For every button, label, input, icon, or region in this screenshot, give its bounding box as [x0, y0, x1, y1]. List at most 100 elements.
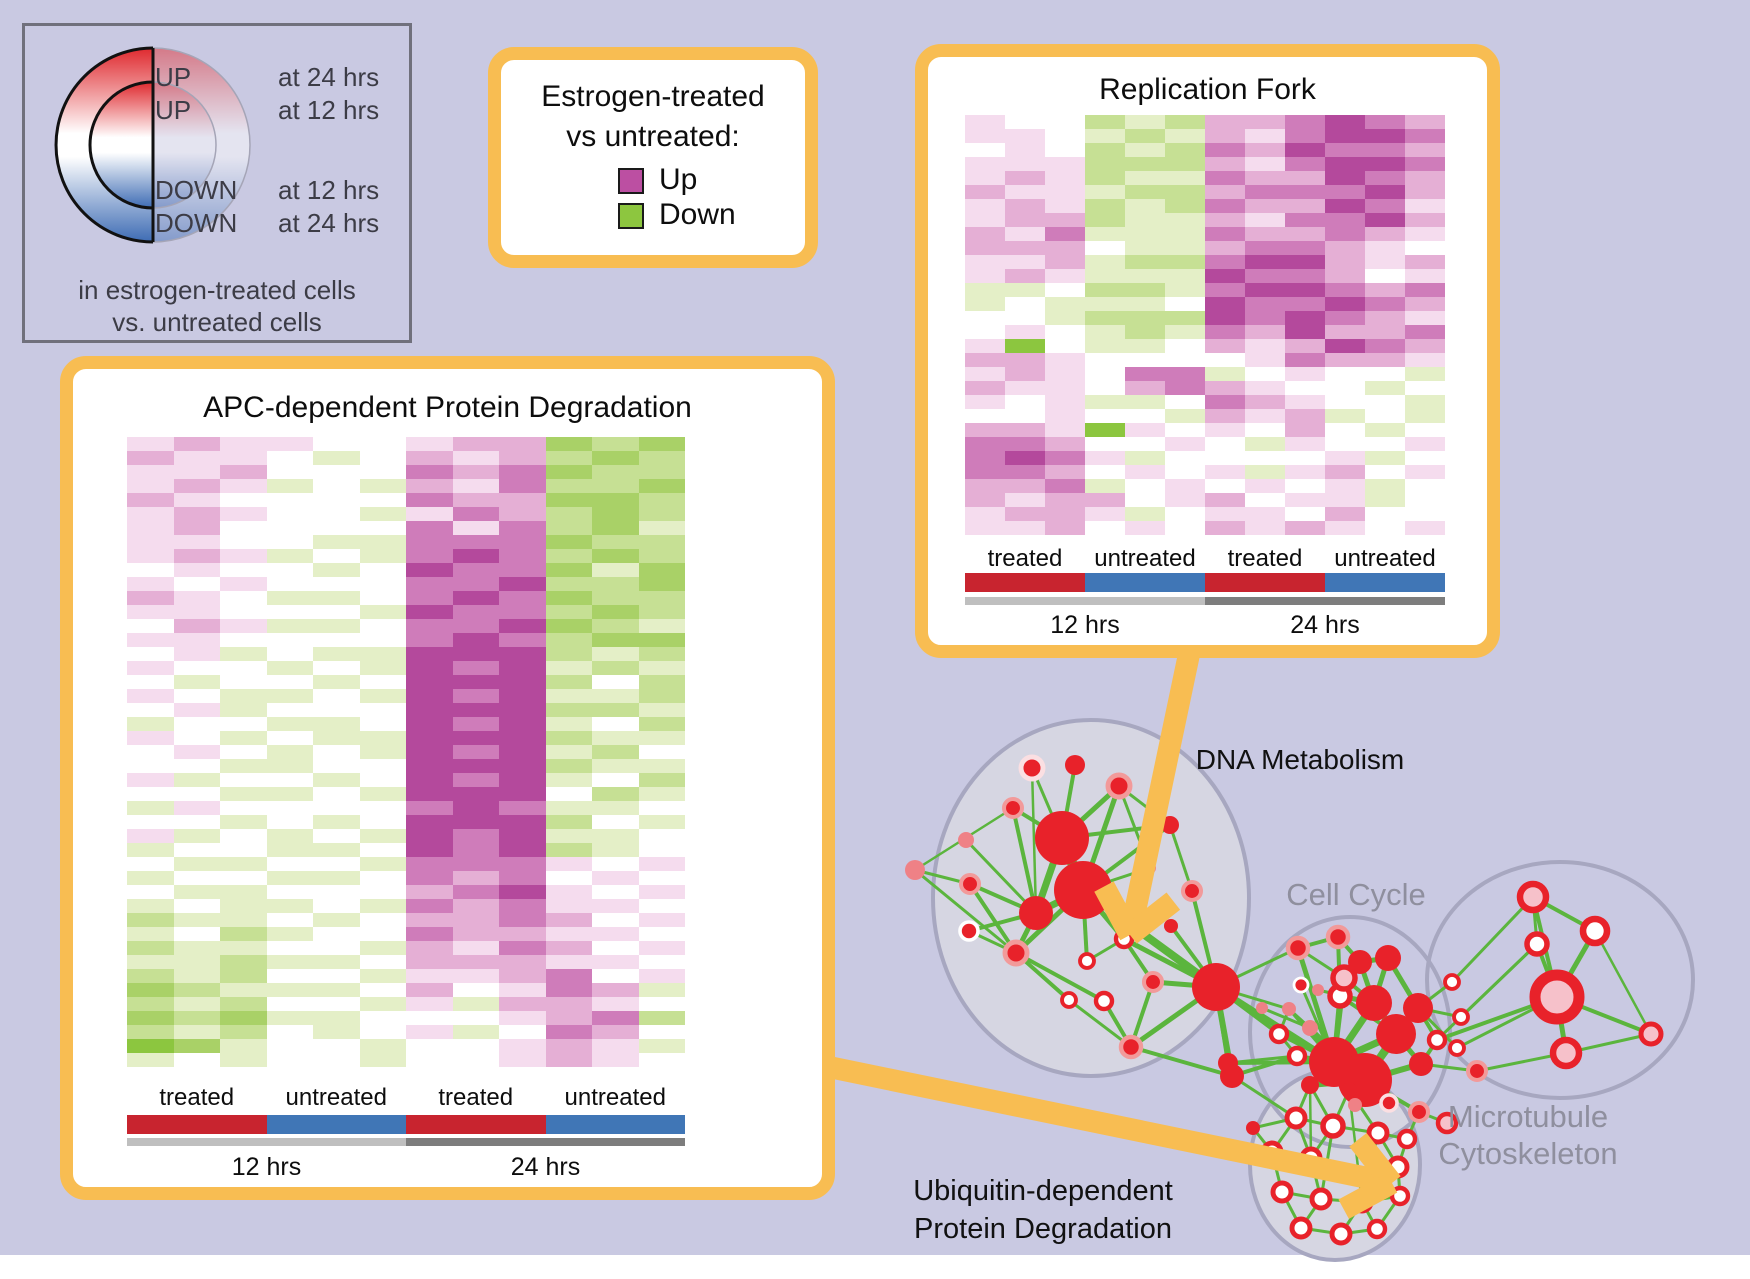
heatmap-cell [1285, 367, 1325, 381]
heatmap-cell [406, 927, 453, 941]
gene-node-d11 [1002, 939, 1030, 967]
heatmap-cell [545, 787, 592, 801]
gene-node-d21 [1118, 1034, 1144, 1060]
gene-node-d13 [1113, 928, 1135, 950]
heatmap-cell [127, 773, 174, 787]
network-edge [1214, 984, 1336, 1065]
heatmap-cell [266, 493, 313, 507]
heatmap-cell [1005, 283, 1045, 297]
heatmap-cell [266, 633, 313, 647]
heatmap-cell [545, 969, 592, 983]
panel-arrow-shaft-0 [1122, 637, 1203, 924]
heatmap-cell [173, 829, 220, 843]
heatmap-cell [406, 941, 453, 955]
heatmap-cell [1325, 493, 1365, 507]
heatmap-cell [127, 647, 174, 661]
heatmap-cell [406, 717, 453, 731]
heatmap-cell [638, 983, 685, 997]
heatmap-cell [592, 885, 639, 899]
gene-node-d18 [1060, 991, 1078, 1009]
network-edge [1057, 836, 1088, 892]
heatmap-cell [452, 815, 499, 829]
network-edge [1593, 930, 1653, 1035]
heatmap-cell [499, 941, 546, 955]
heatmap-cell [220, 493, 267, 507]
heatmap-cell [1125, 269, 1165, 283]
heatmap-cell [313, 983, 360, 997]
heatmap-cell [1325, 395, 1365, 409]
heatmap-cell [499, 675, 546, 689]
heatmap-cell [1045, 115, 1085, 129]
heatmap-cell [592, 927, 639, 941]
heatmap-cell [1245, 297, 1285, 311]
heatmap-cell [1005, 213, 1045, 227]
heatmap-cell [1285, 297, 1325, 311]
heatmap-row [965, 283, 1445, 297]
heatmap-cell [545, 437, 592, 451]
heatmap-cell [1405, 479, 1445, 493]
ubiquitin-degradation-label: Ubiquitin-dependent Protein Degradation [880, 1172, 1206, 1248]
cluster-ellipse-dna [931, 718, 1251, 1078]
heatmap-cell [592, 703, 639, 717]
heatmap-cell [1085, 185, 1125, 199]
heatmap-cell [1365, 353, 1405, 367]
heatmap-cell [499, 605, 546, 619]
up-label: Up [659, 163, 698, 196]
heatmap-cell [406, 647, 453, 661]
heatmap-cell [1085, 521, 1125, 535]
heatmap-cell [359, 815, 406, 829]
heatmap-cell [220, 703, 267, 717]
heatmap-cell [1365, 297, 1405, 311]
network-edge [1299, 984, 1336, 1063]
heatmap-cell [499, 983, 546, 997]
heatmap-cell [1165, 479, 1205, 493]
heatmap-cell [266, 801, 313, 815]
network-edge [1331, 1089, 1351, 1127]
heatmap-row [127, 829, 685, 843]
heatmap-cell [127, 563, 174, 577]
heatmap-cell [1205, 437, 1245, 451]
network-edge [1270, 1117, 1298, 1153]
heatmap-cell [1405, 241, 1445, 255]
heatmap-cell [1045, 129, 1085, 143]
heatmap-cell [1205, 395, 1245, 409]
heatmap-cell [1205, 199, 1245, 213]
heatmap-cell [592, 675, 639, 689]
network-edge [1227, 1060, 1335, 1065]
network-edge [1377, 1131, 1408, 1141]
network-edge [1295, 1116, 1334, 1128]
heatmap-cell [965, 521, 1005, 535]
gene-node-c21 [1443, 973, 1461, 991]
gene-node-u11 [1350, 1190, 1374, 1214]
heatmap-cell [359, 997, 406, 1011]
timepoint-label: 12 hrs [1050, 611, 1120, 639]
heatmap-cell [1285, 213, 1325, 227]
network-edge [1347, 1089, 1364, 1203]
network-edge [1347, 1089, 1380, 1134]
gene-node-d22 [1220, 1064, 1244, 1088]
heatmap-cell [1285, 115, 1325, 129]
network-edge [1359, 955, 1389, 965]
heatmap-cell [359, 1011, 406, 1025]
heatmap-cell [1045, 297, 1085, 311]
heatmap-cell [1005, 507, 1045, 521]
heatmap-cell [545, 479, 592, 493]
heatmap-row [965, 507, 1445, 521]
heatmap-cell [173, 703, 220, 717]
heatmap-row [127, 941, 685, 955]
updown-caption-line2: vs. untreated cells [112, 307, 322, 337]
heatmap-cell [313, 479, 360, 493]
heatmap-cell [1165, 227, 1205, 241]
apc-panel-title: APC-dependent Protein Degradation [203, 391, 692, 424]
treatment-color-bar [406, 1115, 546, 1134]
heatmap-cell [638, 493, 685, 507]
heatmap-cell [266, 689, 313, 703]
heatmap-cell [1125, 311, 1165, 325]
heatmap-cell [452, 619, 499, 633]
heatmap-cell [638, 437, 685, 451]
heatmap-cell [452, 913, 499, 927]
heatmap-cell [1045, 381, 1085, 395]
heatmap-cell [1405, 325, 1445, 339]
network-edge [1277, 1008, 1291, 1035]
heatmap-cell [499, 871, 546, 885]
